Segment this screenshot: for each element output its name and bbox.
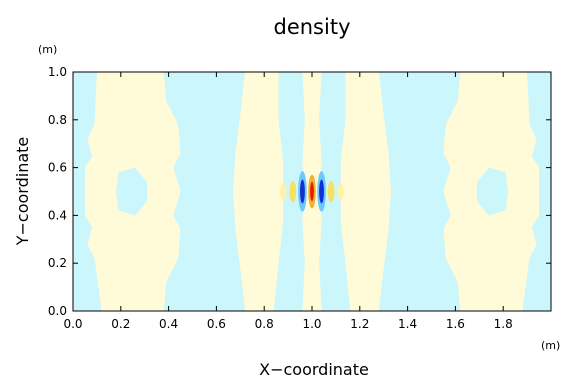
pulse-lobe-6 [310,181,314,202]
y-tick-label-2: 0.4 [48,208,67,222]
pulse-lobe-4 [300,179,305,204]
x-tick-label-1: 0.2 [111,317,130,331]
x-tick-label-5: 1.0 [302,317,321,331]
negative-band-4 [378,72,461,311]
x-axis: 0.0 0.2 0.4 0.6 0.8 1.0 1.2 1.4 1.6 1.8 [63,72,513,331]
x-tick-label-0: 0.0 [63,317,82,331]
x-tick-label-4: 0.8 [255,317,274,331]
negative-band-3 [163,72,246,311]
negative-band-8 [476,167,508,216]
negative-band-6 [319,72,351,311]
y-tick-label-4: 0.8 [48,113,67,127]
y-tick-label-0: 0.0 [48,304,67,318]
y-unit-label: (m) [38,43,57,56]
pulse-lobe-8 [319,179,324,204]
negative-band-1 [73,72,102,311]
x-unit-label: (m) [541,339,560,352]
chart-title: density [274,15,351,39]
y-tick-label-5: 1.0 [48,65,67,79]
pulse-lobe-10 [337,183,344,200]
pulse-lobe-2 [289,180,297,203]
y-tick-label-3: 0.6 [48,161,67,175]
x-tick-label-6: 1.2 [350,317,369,331]
plot-frame [72,71,552,312]
negative-band-7 [116,167,148,216]
x-tick-label-8: 1.6 [446,317,465,331]
y-axis-label: Y−coordinate [13,137,32,247]
x-tick-label-2: 0.4 [159,317,178,331]
x-tick-label-3: 0.6 [207,317,226,331]
negative-band-2 [522,72,551,311]
x-tick-label-7: 1.4 [398,317,417,331]
heatmap-field [73,72,551,311]
pulse-lobe-9 [327,180,335,203]
negative-band-5 [273,72,305,311]
pulse-lobe-1 [280,183,287,200]
y-tick-label-1: 0.2 [48,256,67,270]
x-tick-label-9: 1.8 [494,317,513,331]
x-axis-label: X−coordinate [259,360,369,379]
